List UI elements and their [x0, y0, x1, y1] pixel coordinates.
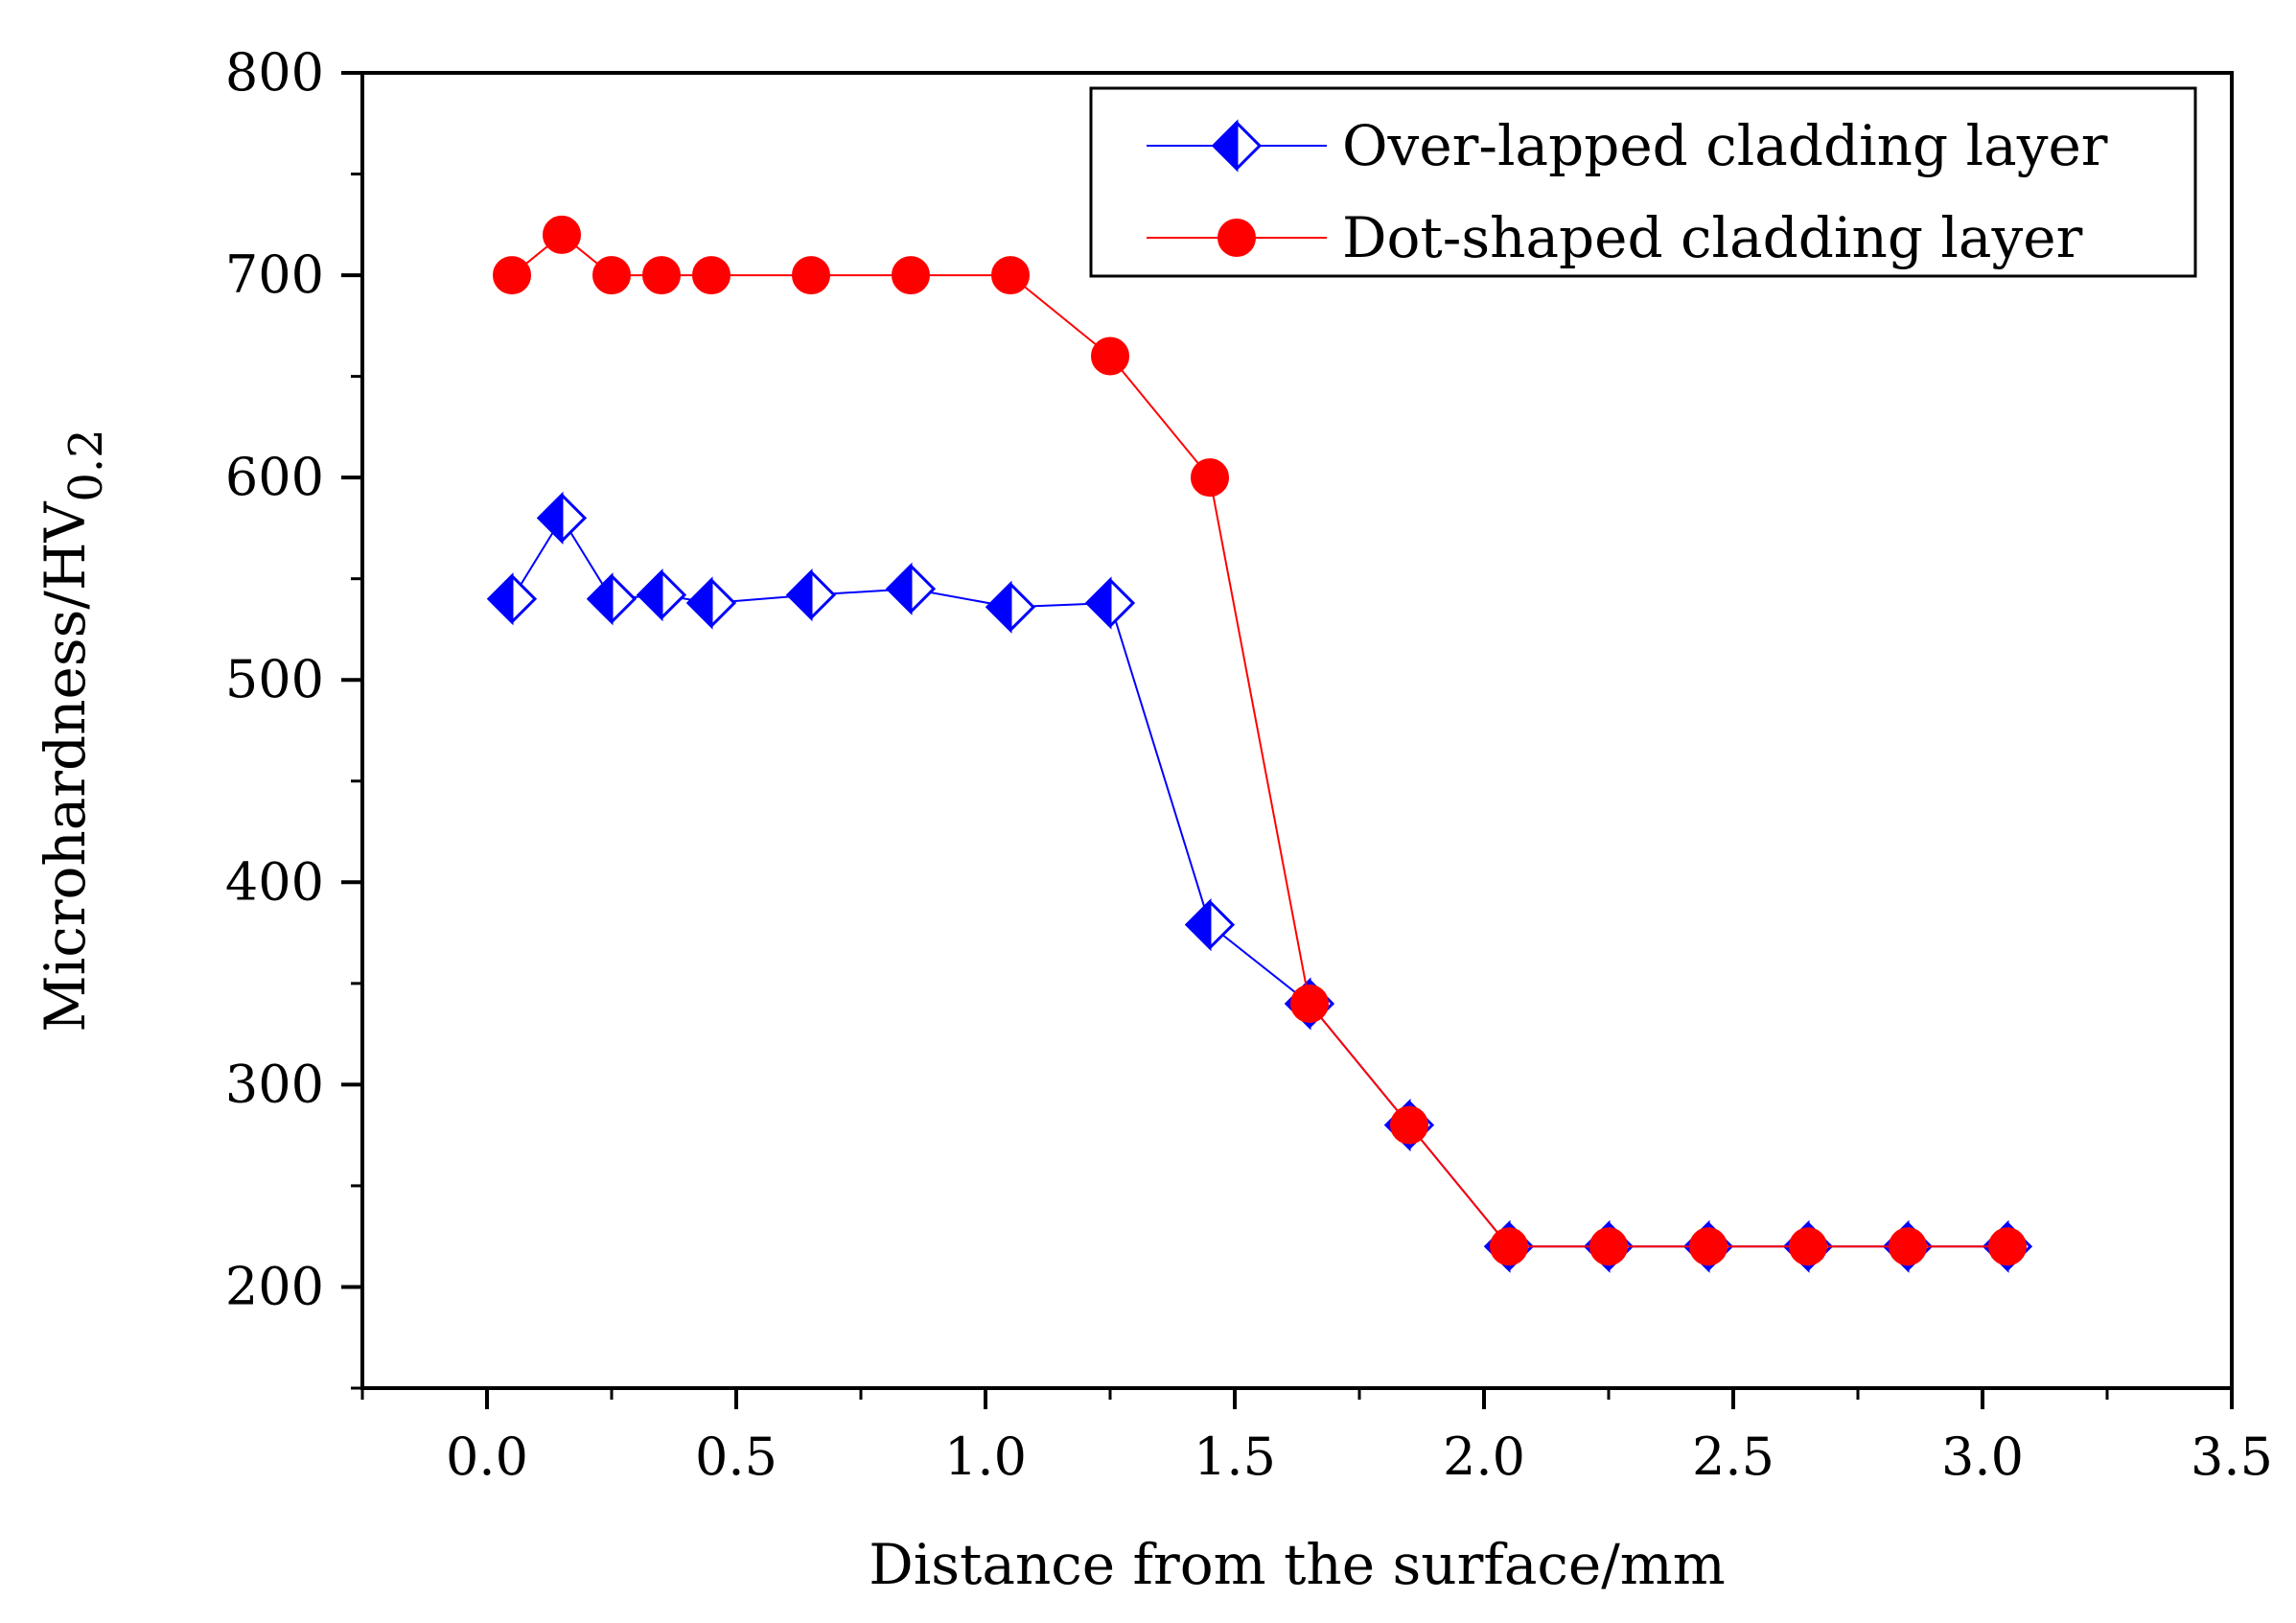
- x-tick-label: 2.0: [1443, 1426, 1525, 1487]
- x-tick-label: 1.0: [944, 1426, 1027, 1487]
- data-point-fill: [885, 562, 913, 615]
- data-point: [1390, 1105, 1428, 1145]
- data-point: [1290, 984, 1329, 1023]
- data-point: [1789, 1227, 1827, 1266]
- data-point: [536, 491, 588, 545]
- data-point: [985, 580, 1036, 634]
- x-tick-label: 0.0: [446, 1426, 528, 1487]
- data-point: [1889, 1227, 1927, 1266]
- legend-marker-overlapped: [1211, 119, 1263, 173]
- series-dot-shaped: [493, 215, 2027, 1266]
- data-point: [1689, 1227, 1728, 1266]
- data-point: [1589, 1227, 1628, 1266]
- x-axis-ticks: 0.0 0.5 1.0 1.5 2.0 2.5 3.0 3.5: [360, 1388, 2273, 1487]
- y-tick-label: 700: [225, 244, 324, 305]
- data-point-fill: [985, 580, 1012, 634]
- data-point: [586, 572, 638, 626]
- data-point: [885, 562, 937, 615]
- data-point-fill: [1184, 898, 1212, 952]
- data-point: [892, 256, 930, 295]
- data-point: [1091, 336, 1129, 376]
- data-point-fill: [486, 572, 514, 626]
- y-tick-label: 200: [225, 1256, 324, 1316]
- y-tick-label: 800: [225, 42, 324, 103]
- data-point-fill: [586, 572, 614, 626]
- data-point: [1191, 458, 1229, 498]
- legend-symbol: [1218, 219, 1256, 257]
- legend: Over-lapped cladding layer Dot-shaped cl…: [1089, 86, 2197, 278]
- x-axis-title: Distance from the surface/mm: [869, 1532, 1726, 1597]
- y-axis-title: Microhardness/HV0.2: [33, 429, 113, 1032]
- y-tick-label: 600: [225, 447, 324, 507]
- data-point: [792, 256, 830, 295]
- x-tick-label: 1.5: [1194, 1426, 1276, 1487]
- data-point-fill: [1084, 576, 1112, 630]
- data-point: [493, 256, 531, 295]
- x-tick-label: 3.5: [2191, 1426, 2273, 1487]
- data-point-fill: [536, 491, 564, 545]
- data-point: [685, 576, 737, 630]
- legend-marker-dot-shaped: [1218, 219, 1256, 257]
- data-point: [642, 256, 681, 295]
- data-point: [1184, 898, 1236, 952]
- y-tick-label: 300: [225, 1054, 324, 1114]
- legend-symbol: [1211, 119, 1263, 173]
- data-point: [592, 256, 631, 295]
- data-point: [543, 215, 581, 254]
- legend-symbol-fill: [1211, 119, 1239, 173]
- plot-frame: [360, 71, 2234, 1390]
- y-axis-ticks: 200 300 400 500 600 700 800: [225, 42, 362, 1390]
- y-tick-label: 500: [225, 649, 324, 709]
- x-tick-label: 2.5: [1692, 1426, 1774, 1487]
- legend-box: [1089, 86, 2197, 278]
- x-tick-label: 0.5: [695, 1426, 777, 1487]
- data-point: [486, 572, 538, 626]
- data-point: [1084, 576, 1136, 630]
- y-tick-label: 400: [225, 851, 324, 912]
- x-tick-label: 3.0: [1941, 1426, 2024, 1487]
- data-point-fill: [685, 576, 713, 630]
- y-axis-title-main: Microhardness/HV: [33, 501, 98, 1032]
- legend-label-dot-shaped: Dot-shaped cladding layer: [1342, 205, 2083, 270]
- data-point-fill: [636, 568, 663, 622]
- y-axis-title-subscript: 0.2: [59, 429, 113, 501]
- series-layer: [486, 215, 2033, 1273]
- data-point: [636, 568, 687, 622]
- data-point: [1988, 1227, 2027, 1266]
- data-point-fill: [785, 568, 813, 622]
- data-point: [785, 568, 837, 622]
- data-point: [1490, 1227, 1528, 1266]
- data-point: [991, 256, 1030, 295]
- legend-label-overlapped: Over-lapped cladding layer: [1342, 113, 2108, 178]
- data-point: [692, 256, 731, 295]
